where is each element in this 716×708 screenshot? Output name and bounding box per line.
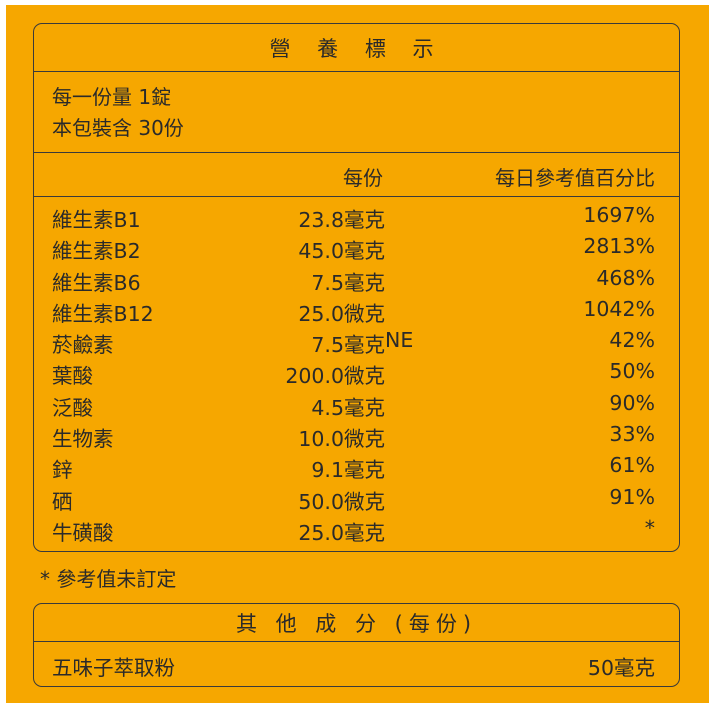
table-row: 鋅 9.1毫克 61% <box>34 451 679 482</box>
nutrient-amount: 45.0毫克 <box>298 239 385 264</box>
serving-info: 每一份量 1錠 本包裝含 30份 <box>34 72 679 153</box>
nutrient-name: 硒 <box>52 489 73 514</box>
nutrient-daily-value: 50% <box>609 359 655 384</box>
nutrient-daily-value: 33% <box>609 422 655 447</box>
nutrition-facts-box: 營 養 標 示 每一份量 1錠 本包裝含 30份 每份 每日參考值百分比 維生素… <box>33 23 680 552</box>
other-ingredients-title: 其 他 成 分 (每份) <box>34 604 679 642</box>
nutrient-daily-value: 61% <box>609 453 655 478</box>
serving-size: 每一份量 1錠 <box>52 85 172 109</box>
column-headers: 每份 每日參考值百分比 <box>34 153 679 197</box>
nutrient-amount: 25.0微克 <box>298 301 385 326</box>
servings-per-package: 本包裝含 30份 <box>52 116 184 140</box>
nutrient-name: 牛磺酸 <box>52 520 114 545</box>
nutrient-daily-value: 1697% <box>583 203 655 227</box>
nutrient-list: 維生素B1 23.8毫克 1697% 維生素B2 45.0毫克 2813% 維生… <box>34 201 679 545</box>
nutrient-unit-suffix: NE <box>385 328 414 353</box>
nutrient-daily-value: 1042% <box>583 296 655 321</box>
nutrient-name: 維生素B6 <box>52 270 141 295</box>
nutrient-name: 維生素B12 <box>52 301 154 326</box>
nutrient-name: 菸鹼素 <box>52 333 114 358</box>
label-background <box>6 5 709 703</box>
nutrient-amount: 7.5毫克 <box>311 270 385 295</box>
nutrient-amount: 7.5毫克 <box>311 333 385 358</box>
nutrition-title: 營 養 標 示 <box>34 24 679 72</box>
nutrient-daily-value: 91% <box>609 484 655 509</box>
nutrient-amount: 9.1毫克 <box>311 458 385 483</box>
table-row: 菸鹼素 7.5毫克 NE 42% <box>34 326 679 357</box>
table-row: 維生素B6 7.5毫克 468% <box>34 264 679 295</box>
ingredient-name: 五味子萃取粉 <box>52 656 175 680</box>
nutrient-name: 鋅 <box>52 458 73 483</box>
nutrient-name: 維生素B1 <box>52 208 141 232</box>
daily-value-header: 每日參考值百分比 <box>495 166 655 190</box>
table-row: 硒 50.0微克 91% <box>34 483 679 514</box>
nutrient-amount: 23.8毫克 <box>298 208 385 232</box>
nutrient-daily-value: 2813% <box>583 234 655 259</box>
table-row: 維生素B12 25.0微克 1042% <box>34 295 679 326</box>
nutrient-daily-value: * <box>644 515 655 540</box>
other-ingredients-box: 其 他 成 分 (每份) 五味子萃取粉 50毫克 <box>33 603 680 687</box>
table-row: 維生素B1 23.8毫克 1697% <box>34 201 679 232</box>
nutrient-name: 維生素B2 <box>52 239 141 264</box>
nutrient-daily-value: 42% <box>609 328 655 353</box>
nutrient-daily-value: 468% <box>596 265 655 290</box>
table-row: 牛磺酸 25.0毫克 * <box>34 514 679 545</box>
nutrient-amount: 25.0毫克 <box>298 520 385 545</box>
nutrient-amount: 200.0微克 <box>285 364 385 389</box>
nutrient-name: 泛酸 <box>52 395 93 420</box>
nutrient-amount: 10.0微克 <box>298 427 385 452</box>
table-row: 生物素 10.0微克 33% <box>34 420 679 451</box>
footnote: * 參考值未訂定 <box>40 567 177 591</box>
nutrient-amount: 4.5毫克 <box>311 395 385 420</box>
per-serving-header: 每份 <box>343 166 383 190</box>
table-row: 維生素B2 45.0毫克 2813% <box>34 232 679 263</box>
nutrient-name: 生物素 <box>52 427 114 452</box>
table-row: 泛酸 4.5毫克 90% <box>34 389 679 420</box>
nutrient-daily-value: 90% <box>609 390 655 415</box>
nutrient-name: 葉酸 <box>52 364 93 389</box>
table-row: 葉酸 200.0微克 50% <box>34 357 679 388</box>
nutrient-amount: 50.0微克 <box>298 489 385 514</box>
ingredient-amount: 50毫克 <box>587 656 655 680</box>
